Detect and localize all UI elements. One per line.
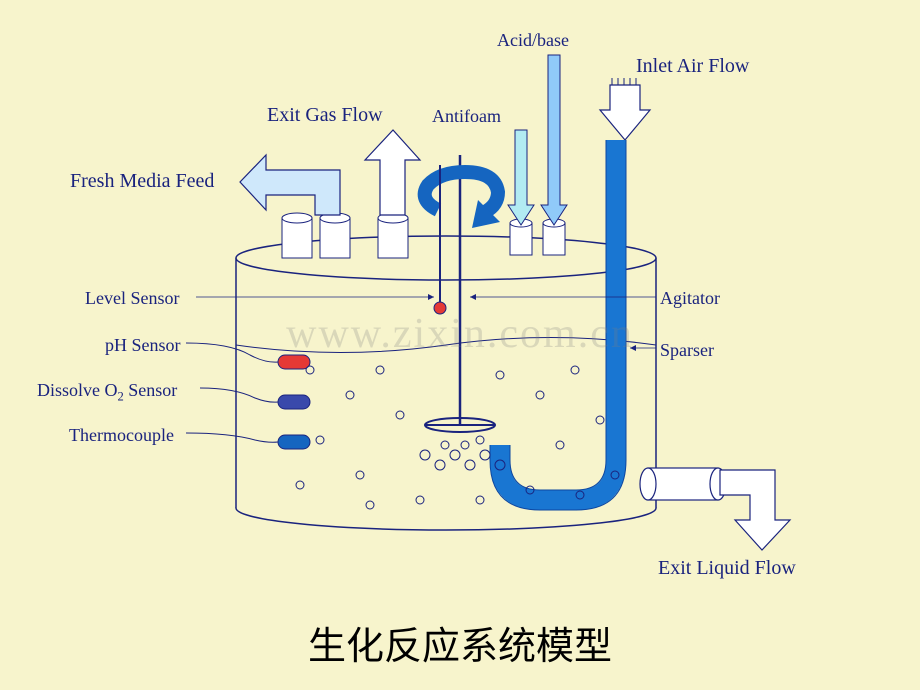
- label-inlet-air: Inlet Air Flow: [636, 55, 749, 78]
- ph-sensor-probe: [278, 355, 310, 369]
- inlet-air-arrow: [600, 85, 650, 140]
- label-exit-liquid: Exit Liquid Flow: [658, 557, 796, 580]
- label-acid-base: Acid/base: [497, 30, 569, 51]
- label-antifoam: Antifoam: [432, 106, 501, 127]
- label-fresh-media: Fresh Media Feed: [70, 170, 214, 193]
- level-sensor-dot: [434, 302, 446, 314]
- label-thermocouple: Thermocouple: [69, 425, 174, 446]
- label-do-sensor: Dissolve O2 Sensor: [37, 380, 177, 405]
- thermocouple-probe: [278, 435, 310, 449]
- antifoam-arrow: [508, 130, 534, 225]
- inlet-hatching: [612, 78, 636, 85]
- fresh-media-arrow: [240, 155, 340, 215]
- port-left-1: [282, 213, 312, 258]
- exit-gas-arrow: [365, 130, 420, 215]
- rotation-arrow-body: [425, 172, 498, 212]
- label-agitator: Agitator: [660, 288, 720, 309]
- label-level-sensor: Level Sensor: [85, 288, 179, 309]
- label-ph-sensor: pH Sensor: [105, 335, 181, 356]
- exit-liquid-port: [640, 468, 726, 500]
- vessel-body-fill: [236, 258, 656, 508]
- port-left-2: [320, 213, 350, 258]
- do-sensor-probe: [278, 395, 310, 409]
- port-exit-gas: [378, 213, 408, 258]
- exit-liquid-arrow: [720, 470, 790, 550]
- acid-base-arrow: [541, 55, 567, 225]
- label-exit-gas: Exit Gas Flow: [267, 104, 383, 127]
- label-sparser: Sparser: [660, 340, 714, 361]
- diagram-title: 生化反应系统模型: [308, 615, 612, 670]
